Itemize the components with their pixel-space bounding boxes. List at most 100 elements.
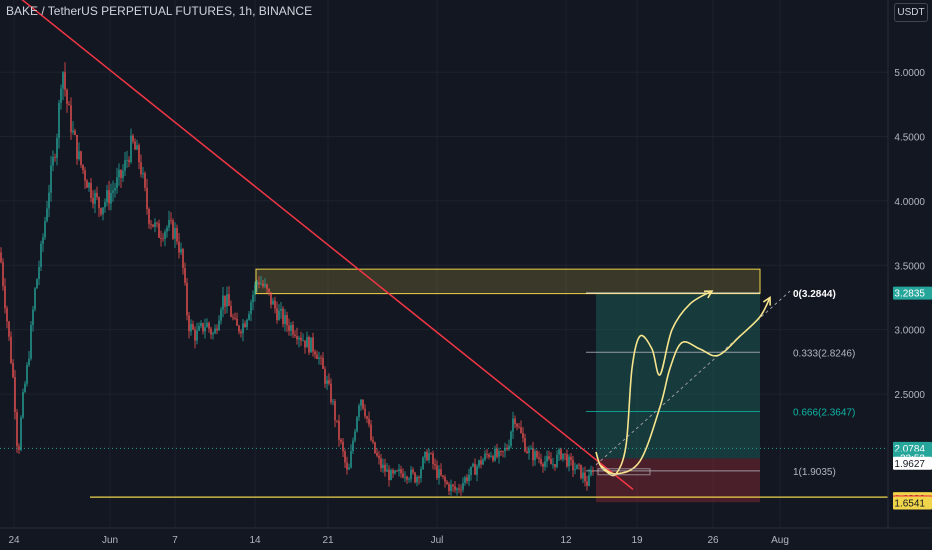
candle-body bbox=[356, 417, 358, 432]
candle-body bbox=[110, 192, 112, 204]
candle-body bbox=[566, 454, 568, 467]
candle-body bbox=[236, 318, 238, 326]
price-tick-label: 4.5000 bbox=[894, 133, 925, 144]
time-tick-label: Jul bbox=[431, 535, 444, 546]
candle-body bbox=[496, 448, 498, 457]
candle-body bbox=[494, 448, 496, 461]
candle-body bbox=[580, 464, 582, 479]
candle-body bbox=[510, 431, 512, 446]
price-tick-label: 4.0000 bbox=[894, 197, 925, 208]
candle-body bbox=[408, 479, 410, 480]
currency-badge[interactable]: USDT bbox=[894, 3, 928, 22]
candle-body bbox=[436, 465, 438, 479]
price-label: 1.9627 bbox=[894, 459, 925, 470]
candle-body bbox=[144, 173, 146, 188]
candle-body bbox=[524, 438, 526, 452]
candle-body bbox=[416, 477, 418, 483]
candle-body bbox=[404, 476, 406, 478]
candle-body bbox=[440, 469, 442, 476]
candle-body bbox=[558, 449, 560, 455]
candle-body bbox=[270, 292, 272, 305]
candle-body bbox=[396, 470, 398, 472]
candle-body bbox=[234, 317, 236, 319]
candle-body bbox=[194, 329, 196, 341]
candle-body bbox=[184, 268, 186, 283]
candle-body bbox=[58, 102, 60, 138]
candle-body bbox=[582, 472, 584, 479]
time-tick-label: 7 bbox=[172, 535, 178, 546]
candle-body bbox=[172, 220, 174, 239]
candle-body bbox=[540, 458, 542, 465]
candle-body bbox=[586, 481, 588, 486]
candle-body bbox=[166, 227, 168, 232]
candle-body bbox=[422, 457, 424, 470]
candle-body bbox=[42, 237, 44, 244]
candle-body bbox=[40, 243, 42, 267]
candle-body bbox=[382, 464, 384, 468]
candle-body bbox=[472, 463, 474, 467]
candle-body bbox=[130, 135, 132, 163]
candle-body bbox=[354, 431, 356, 441]
candle-body bbox=[312, 337, 314, 352]
candle-body bbox=[578, 464, 580, 466]
candle-body bbox=[278, 310, 280, 321]
candle-body bbox=[310, 337, 312, 353]
candle-body bbox=[362, 399, 364, 409]
candle-body bbox=[512, 418, 514, 432]
projection-path bbox=[595, 290, 713, 477]
time-tick-label: 24 bbox=[8, 535, 20, 546]
candle-body bbox=[4, 286, 6, 309]
candle-body bbox=[316, 354, 318, 359]
candle-body bbox=[572, 459, 574, 471]
candle-body bbox=[216, 328, 218, 331]
candle-body bbox=[410, 469, 412, 480]
candle-body bbox=[66, 89, 68, 104]
candle-body bbox=[10, 336, 12, 363]
candle-body bbox=[246, 319, 248, 328]
candle-body bbox=[428, 453, 430, 461]
candle-body bbox=[418, 477, 420, 479]
candle-body bbox=[12, 362, 14, 378]
candle-body bbox=[438, 469, 440, 479]
candle-body bbox=[386, 469, 388, 472]
candle-body bbox=[108, 190, 110, 204]
candle-body bbox=[192, 323, 194, 330]
fib-level-label: 1(1.9035) bbox=[793, 467, 836, 478]
candle-body bbox=[402, 473, 404, 478]
candle-body bbox=[62, 72, 64, 89]
candle-body bbox=[94, 192, 96, 204]
candle-body bbox=[176, 227, 178, 242]
candle-body bbox=[420, 469, 422, 479]
candle-body bbox=[16, 412, 18, 447]
candle-body bbox=[264, 284, 266, 287]
candle-body bbox=[350, 451, 352, 468]
candle-body bbox=[142, 173, 144, 175]
candle-body bbox=[546, 456, 548, 462]
candle-body bbox=[52, 157, 54, 166]
candle-body bbox=[344, 451, 346, 463]
candle-body bbox=[434, 463, 436, 466]
candle-body bbox=[520, 427, 522, 434]
candle-body bbox=[268, 288, 270, 293]
candle-body bbox=[482, 459, 484, 465]
price-label: 3.2835 bbox=[894, 289, 925, 300]
candle-body bbox=[528, 449, 530, 454]
candle-body bbox=[474, 463, 476, 475]
candle-body bbox=[32, 309, 34, 326]
fib-level-label: 0(3.2844) bbox=[793, 289, 836, 300]
candle-body bbox=[118, 169, 120, 178]
candle-body bbox=[134, 141, 136, 150]
candle-body bbox=[414, 472, 416, 483]
candle-body bbox=[80, 151, 82, 165]
candle-body bbox=[314, 351, 316, 355]
candle-body bbox=[242, 323, 244, 334]
candle-body bbox=[56, 137, 58, 158]
candle-body bbox=[536, 451, 538, 458]
candle-body bbox=[412, 469, 414, 473]
time-tick-label: Jun bbox=[102, 535, 118, 546]
candle-body bbox=[68, 103, 70, 106]
candle-body bbox=[366, 416, 368, 419]
price-tick-label: 2.5000 bbox=[894, 390, 925, 401]
candle-body bbox=[532, 448, 534, 461]
